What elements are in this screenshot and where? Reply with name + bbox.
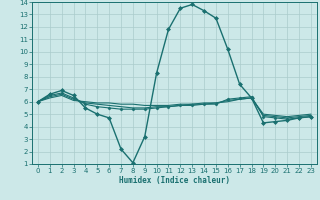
X-axis label: Humidex (Indice chaleur): Humidex (Indice chaleur) — [119, 176, 230, 185]
